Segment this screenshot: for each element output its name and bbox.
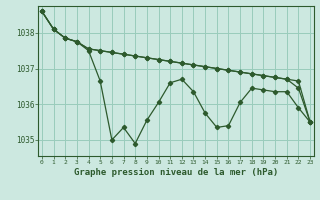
X-axis label: Graphe pression niveau de la mer (hPa): Graphe pression niveau de la mer (hPa) (74, 168, 278, 177)
